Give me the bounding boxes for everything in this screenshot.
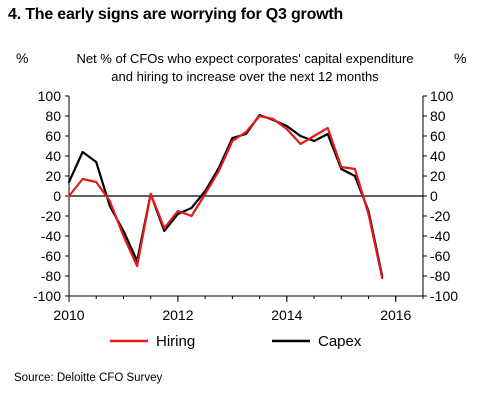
y-axis-label-right: %: [454, 50, 466, 66]
y-tick-label-right: -60: [430, 248, 450, 264]
y-tick-label-right: -100: [430, 288, 458, 304]
y-tick-label-left: 100: [38, 88, 62, 104]
series-line-capex: [67, 113, 384, 278]
source-note: Source: Deloitte CFO Survey: [14, 372, 163, 384]
x-tick-label: 2010: [53, 307, 84, 323]
chart-subtitle-line-1: Net % of CFOs who expect corporates' cap…: [76, 51, 413, 66]
y-tick-label-right: 100: [430, 88, 454, 104]
y-tick-label-left: 20: [45, 168, 61, 184]
y-tick-label-right: 40: [430, 148, 446, 164]
y-tick-label-right: 20: [430, 168, 446, 184]
y-tick-label-right: -80: [430, 268, 450, 284]
y-tick-label-left: -60: [41, 248, 61, 264]
y-tick-label-right: 60: [430, 128, 446, 144]
y-tick-label-right: -20: [430, 208, 450, 224]
x-tick-label: 2016: [380, 307, 411, 323]
chart-subtitle-line-2: and hiring to increase over the next 12 …: [111, 69, 379, 84]
y-tick-label-right: 80: [430, 108, 446, 124]
y-axis-label-left: %: [16, 50, 28, 66]
x-tick-label: 2014: [271, 307, 302, 323]
series-line-hiring: [67, 114, 384, 280]
y-tick-label-left: 40: [45, 148, 61, 164]
y-tick-label-left: 60: [45, 128, 61, 144]
x-tick-label: 2012: [162, 307, 193, 323]
y-tick-label-right: 0: [430, 188, 438, 204]
y-tick-label-left: 0: [53, 188, 61, 204]
y-tick-label-left: -100: [33, 288, 61, 304]
y-tick-label-left: -40: [41, 228, 61, 244]
y-tick-label-left: -20: [41, 208, 61, 224]
chart-title: 4. The early signs are worrying for Q3 g…: [8, 6, 344, 23]
y-tick-label-left: 80: [45, 108, 61, 124]
legend-label-capex: Capex: [318, 333, 362, 350]
y-tick-label-left: -80: [41, 268, 61, 284]
y-tick-label-right: -40: [430, 228, 450, 244]
legend-label-hiring: Hiring: [156, 333, 195, 350]
